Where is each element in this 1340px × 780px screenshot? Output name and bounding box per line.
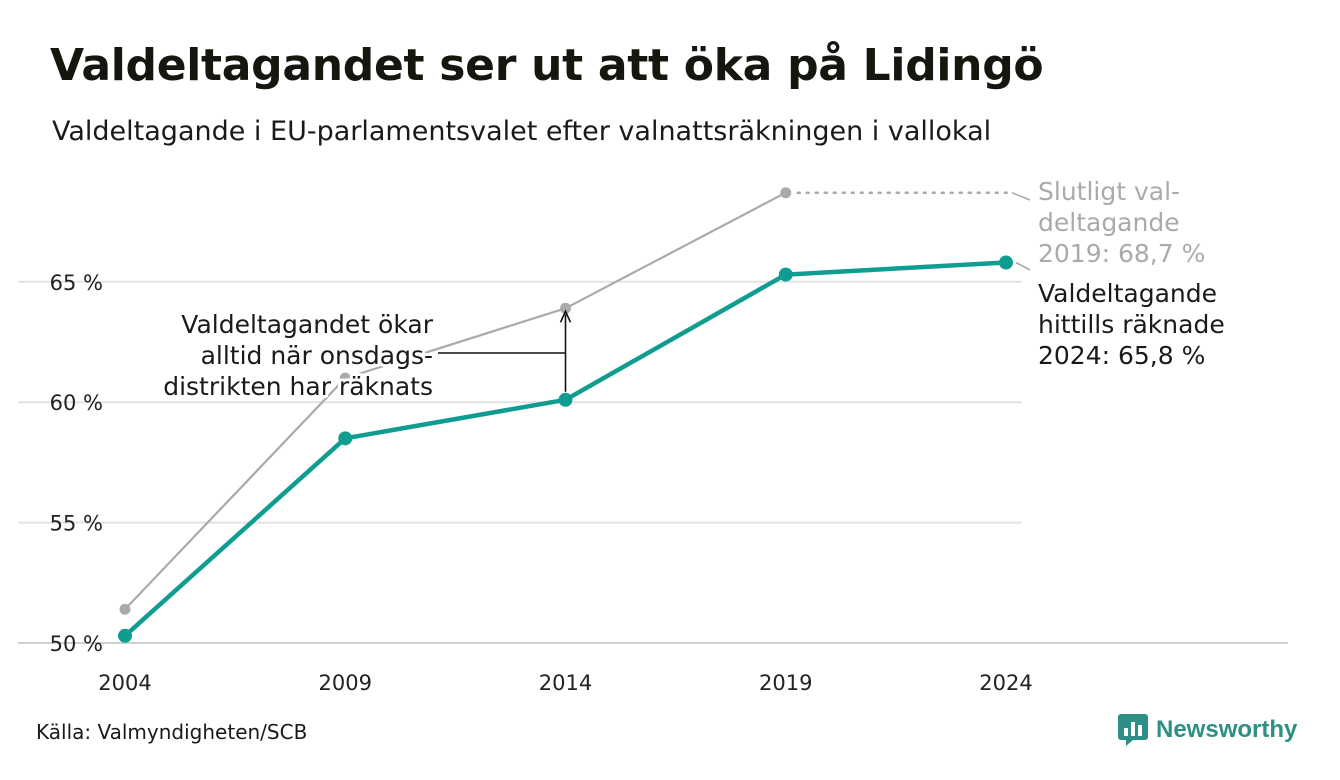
x-tick-label: 2009	[319, 671, 372, 695]
data-point	[780, 187, 792, 199]
chart-title: Valdeltagandet ser ut att öka på Lidingö	[50, 40, 1044, 91]
gap-label: Valdeltagandet ökar	[181, 310, 433, 339]
gap-label-halo: alltid när onsdags-	[201, 341, 433, 370]
brand-name: Newsworthy	[1156, 716, 1298, 743]
gap-label-halo: Valdeltagandet ökar	[181, 310, 433, 339]
current-value-label: Valdeltagande	[1038, 279, 1217, 308]
x-tick-label: 2004	[98, 671, 151, 695]
data-point	[338, 431, 353, 446]
gap-label: distrikten har räknats	[163, 372, 433, 401]
data-point	[558, 392, 573, 407]
gap-arrow-head	[559, 309, 572, 323]
data-point	[119, 603, 131, 615]
x-tick-label: 2024	[979, 671, 1032, 695]
y-tick-label: 55 %	[50, 512, 103, 536]
series-line	[124, 191, 787, 611]
data-point	[339, 372, 351, 384]
brand: Newsworthy	[1118, 714, 1297, 746]
data-point	[778, 267, 793, 282]
final-value-label: 2019: 68,7 %	[1038, 239, 1205, 268]
current-value-label: 2024: 65,8 %	[1038, 341, 1205, 370]
callout-connector	[1015, 261, 1031, 271]
chart-subtitle: Valdeltagande i EU-parlamentsvalet efter…	[52, 116, 992, 147]
current-value-label: hittills räknade	[1038, 310, 1225, 339]
data-point	[560, 302, 571, 314]
final-value-label: deltagande	[1038, 208, 1180, 237]
final-value-label: Slutligt val-	[1038, 177, 1180, 206]
newsworthy-logo-icon	[1118, 714, 1148, 746]
data-point	[118, 628, 132, 643]
x-tick-label: 2014	[539, 671, 592, 695]
source-note: Källa: Valmyndigheten/SCB	[36, 720, 308, 744]
gap-label-halo: distrikten har räknats	[163, 372, 433, 401]
y-tick-label: 60 %	[50, 391, 103, 415]
callout-connector	[1011, 192, 1031, 201]
data-point	[999, 255, 1013, 270]
x-tick-label: 2019	[759, 671, 812, 695]
gap-label: alltid när onsdags-	[201, 341, 433, 370]
y-tick-label: 65 %	[50, 271, 103, 295]
y-tick-label: 50 %	[50, 632, 103, 656]
